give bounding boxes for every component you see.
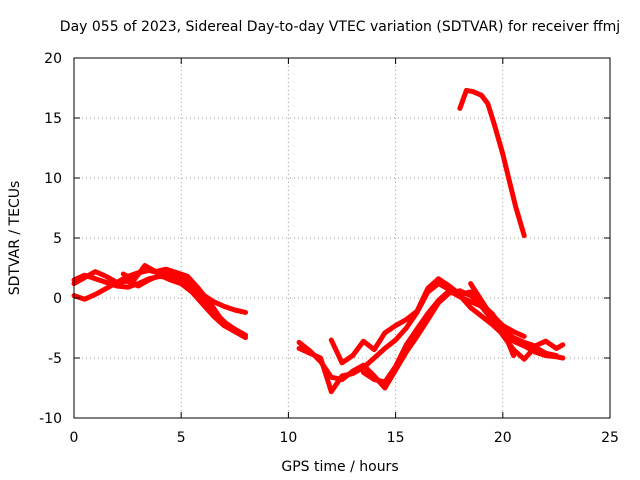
x-tick-label: 25 — [601, 430, 619, 446]
y-axis-label: SDTVAR / TECUs — [7, 181, 23, 296]
series-line-track-9 — [468, 281, 566, 351]
y-tick-label: 0 — [53, 291, 62, 307]
series-line-track-8 — [360, 288, 559, 385]
series-line-track-10 — [457, 87, 527, 239]
x-axis-label: GPS time / hours — [281, 459, 398, 475]
ticks — [73, 57, 611, 419]
y-tick-label: 20 — [44, 51, 62, 67]
series-layer — [71, 87, 566, 395]
x-tick-label: 10 — [279, 430, 297, 446]
x-tick-label: 20 — [494, 430, 512, 446]
y-tick-label: 15 — [44, 111, 62, 127]
series-line-track-4 — [120, 263, 233, 331]
y-tick-labels: -10 -5 0 5 10 15 20 — [39, 51, 62, 427]
x-tick-label: 5 — [177, 430, 186, 446]
y-tick-label: -5 — [48, 351, 62, 367]
x-tick-label: 0 — [70, 430, 79, 446]
y-tick-label: 5 — [53, 231, 62, 247]
series-line-track-3 — [71, 269, 248, 341]
x-tick-labels: 0 5 10 15 20 25 — [70, 430, 619, 446]
y-tick-label: 10 — [44, 171, 62, 187]
x-tick-label: 15 — [387, 430, 405, 446]
chart-title: Day 055 of 2023, Sidereal Day-to-day VTE… — [60, 19, 620, 35]
y-tick-label: -10 — [39, 411, 62, 427]
